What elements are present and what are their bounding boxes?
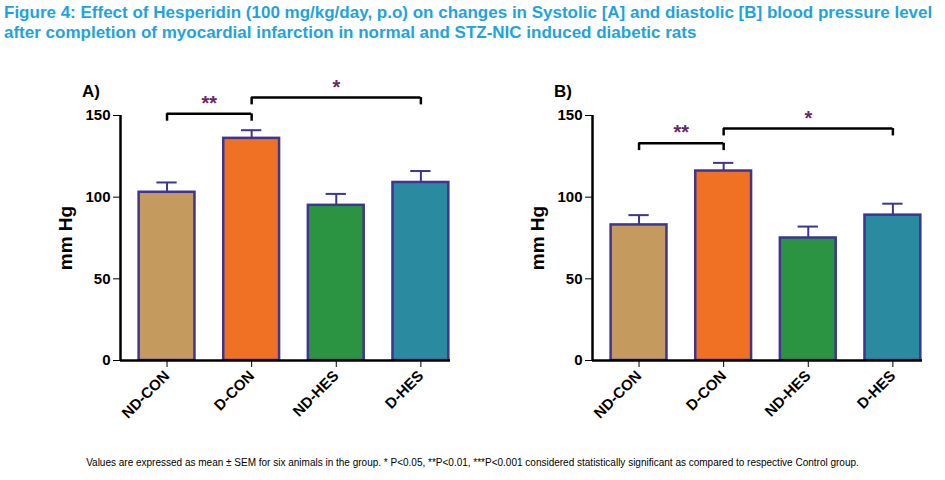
svg-text:mm Hg: mm Hg [527, 206, 548, 270]
svg-text:0: 0 [574, 351, 582, 368]
svg-text:**: ** [674, 121, 690, 143]
svg-text:ND-CON: ND-CON [118, 367, 172, 421]
svg-text:150: 150 [557, 106, 582, 123]
svg-text:**: ** [202, 92, 218, 114]
svg-text:ND-HES: ND-HES [761, 367, 814, 420]
html-text:Values are expressed as mean ±: Values are expressed as mean ± SEM for s… [86, 457, 859, 468]
svg-text:100: 100 [85, 188, 110, 205]
html-text:Figure 4: Effect of Hesperidin: Figure 4: Effect of Hesperidin (100 mg/k… [4, 3, 933, 42]
svg-text:150: 150 [85, 106, 110, 123]
svg-text:mm Hg: mm Hg [55, 206, 76, 270]
html-text:B): B) [554, 82, 572, 101]
svg-text:D-CON: D-CON [210, 367, 257, 414]
svg-text:ND-CON: ND-CON [590, 367, 644, 421]
svg-text:D-HES: D-HES [381, 367, 426, 412]
svg-text:ND-HES: ND-HES [289, 367, 342, 420]
svg-text:*: * [804, 107, 812, 129]
svg-text:0: 0 [102, 351, 110, 368]
svg-text:*: * [332, 76, 340, 98]
svg-text:100: 100 [557, 188, 582, 205]
svg-text:50: 50 [94, 270, 111, 287]
html-text:A): A) [82, 82, 100, 101]
svg-text:D-CON: D-CON [682, 367, 729, 414]
svg-text:D-HES: D-HES [853, 367, 898, 412]
svg-text:50: 50 [566, 270, 583, 287]
